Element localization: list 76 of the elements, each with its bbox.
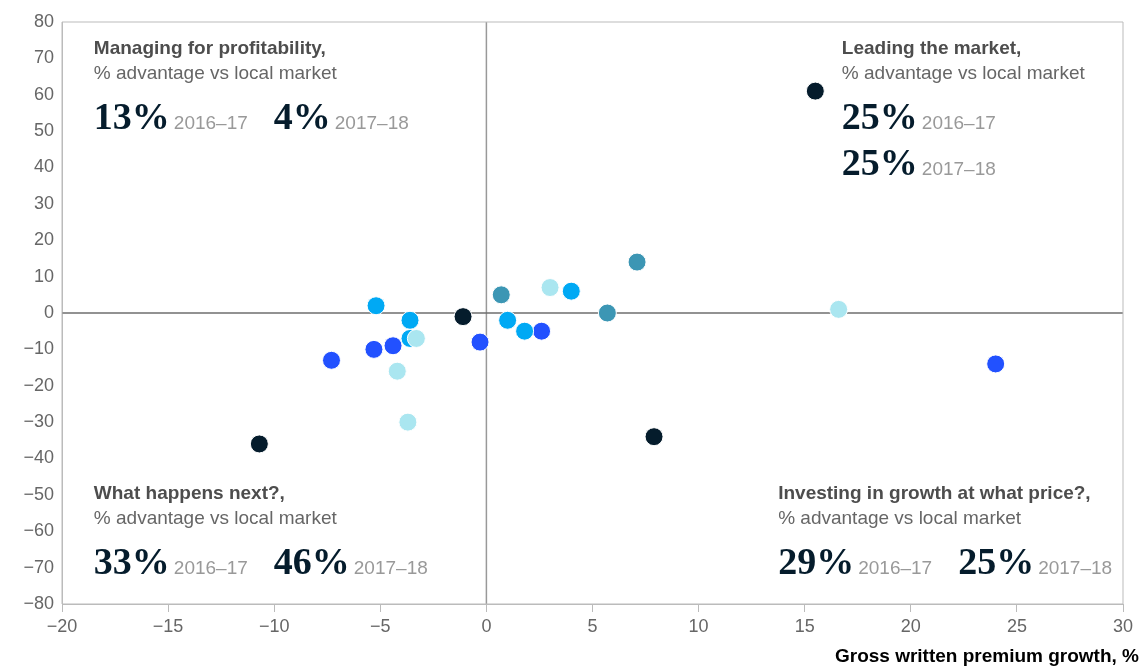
point [398,412,418,432]
annotation: 2016–17 [858,556,933,578]
point [540,278,560,298]
annotation: % advantage vs local market [841,61,1086,83]
y-tick-label: 20 [33,229,54,250]
annotation: 25% [958,539,1035,582]
y-tick-label: −40 [23,447,54,468]
x-tick-label: 15 [794,615,815,636]
y-tick-label: 30 [33,192,54,213]
point [829,299,849,319]
annotation: 2017–18 [353,556,428,578]
annotation: 33% [93,539,170,582]
annotation: What happens next?, [93,481,285,503]
y-tick-label: 10 [33,265,54,286]
x-axis-title: Gross written premium growth, % [834,645,1140,666]
y-tick-label: −50 [23,483,54,504]
annotation: % advantage vs local market [778,506,1022,528]
point [249,434,269,454]
y-tick-label: −30 [23,411,54,432]
annotation: 46% [273,539,350,582]
point [597,303,617,323]
point [321,350,341,370]
point [498,310,518,330]
y-tick-label: −10 [23,338,54,359]
point [986,354,1006,374]
point [644,427,664,447]
point [366,296,386,316]
point [805,81,825,101]
annotation: % advantage vs local market [93,506,338,528]
y-tick-label: 70 [33,47,54,68]
x-tick-label: 25 [1006,615,1027,636]
x-tick-label: 30 [1112,615,1134,636]
x-tick-label: −5 [370,615,391,636]
y-tick-label: 50 [33,120,54,141]
point [532,321,552,341]
y-tick-label: 0 [43,301,54,322]
point [515,321,535,341]
x-tick-label: −10 [258,615,290,636]
annotation: Leading the market, [841,36,1022,58]
point [383,336,403,356]
annotation: 29% [778,539,855,582]
annotation: 2017–18 [334,111,409,133]
annotation: 13% [93,94,170,137]
y-tick-label: −80 [23,592,54,613]
x-tick-label: 0 [481,615,492,636]
x-tick-label: −15 [152,615,184,636]
annotation: 2016–17 [173,556,248,578]
annotation: 2017–18 [921,157,996,179]
annotation: 2016–17 [921,111,996,133]
annotation: Managing for profitability, [93,36,326,58]
point [406,328,426,348]
annotation: 25% [841,94,918,137]
point [627,252,647,272]
annotation: % advantage vs local market [93,61,338,83]
annotation: 4% [273,94,331,137]
annotation: 2016–17 [173,111,248,133]
x-tick-label: 20 [900,615,921,636]
point [491,285,511,305]
point [364,339,384,359]
annotation: 2017–18 [1038,556,1113,578]
annotation: 25% [841,140,918,183]
x-tick-label: 5 [587,615,598,636]
x-tick-label: −20 [46,615,78,636]
y-tick-label: −70 [23,556,54,577]
y-tick-label: −20 [23,374,54,395]
point [453,307,473,327]
y-tick-label: 80 [33,10,54,31]
y-tick-label: 60 [33,83,54,104]
y-tick-label: 40 [33,156,54,177]
annotation: Investing in growth at what price?, [778,481,1091,503]
point [387,361,407,381]
x-tick-label: 10 [688,615,709,636]
y-tick-label: −60 [23,520,54,541]
point [561,281,581,301]
point [470,332,490,352]
point [400,310,420,330]
